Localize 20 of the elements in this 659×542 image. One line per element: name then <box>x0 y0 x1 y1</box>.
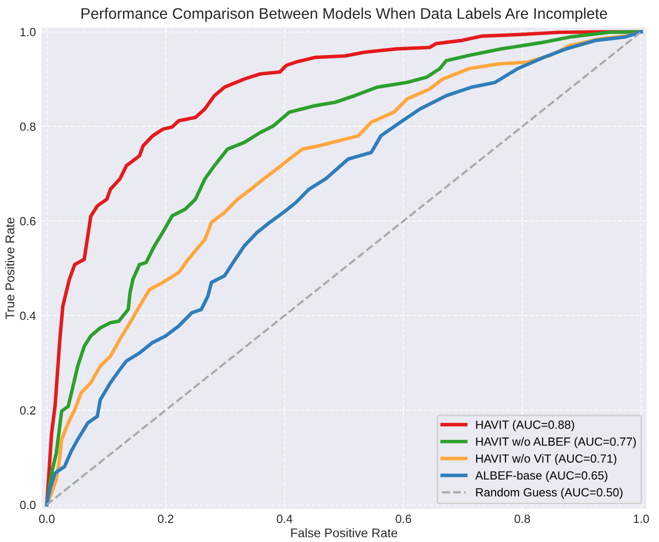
y-tick-label: 1.0 <box>20 28 36 36</box>
y-tick-label: 0.6 <box>20 217 36 226</box>
legend-label: HAVIT w/o ViT (AUC=0.71) <box>476 454 616 466</box>
legend-label: HAVIT w/o ALBEF (AUC=0.77) <box>476 437 636 448</box>
legend-label: HAVIT (AUC=0.88) <box>476 420 574 432</box>
y-axis-title: True Positive Rate <box>5 218 14 320</box>
x-tick-label: 0.4 <box>276 514 292 524</box>
x-tick-label: 0.2 <box>158 514 174 524</box>
legend-label: Random Guess (AUC=0.50) <box>476 488 622 499</box>
x-tick-label: 0.8 <box>514 514 530 524</box>
y-tick-label: 0.2 <box>20 406 36 415</box>
x-tick-label: 1.0 <box>634 514 649 524</box>
x-tick-label: 0.0 <box>39 514 55 524</box>
y-tick-label: 0.4 <box>20 312 36 320</box>
x-tick-label: 0.6 <box>396 514 412 524</box>
y-tick-label: 0.0 <box>20 500 36 510</box>
chart-title: Performance Comparison Between Models When Data Labels Are Incomplete <box>82 8 608 22</box>
legend-label: ALBEF-base (AUC=0.65) <box>475 470 608 482</box>
x-axis-title: False Positive Rate <box>291 528 398 538</box>
y-tick-label: 0.8 <box>20 122 36 131</box>
